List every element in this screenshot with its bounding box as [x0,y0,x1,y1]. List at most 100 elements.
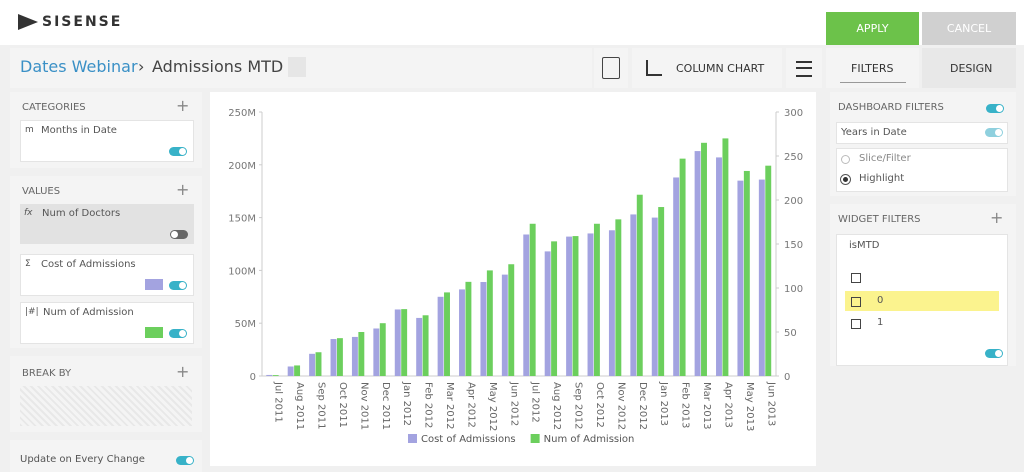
bar [630,214,637,376]
widget-filters: WIDGET FILTERS + isMTD 0 1 [830,204,1016,366]
checkbox[interactable] [851,273,861,283]
bar [673,177,680,376]
mode-label: Highlight [859,173,905,184]
bar [587,233,594,376]
section-title: WIDGET FILTERS [838,214,921,225]
breadcrumb-separator: › [138,57,145,76]
x-tick-label: Aug 2011 [294,382,305,430]
toggle[interactable] [176,456,194,465]
logo: SISENSE [42,14,123,30]
bar [701,142,707,376]
bar [737,180,744,376]
bar [572,236,579,376]
download-button[interactable] [594,48,628,88]
field-item[interactable]: Σ Cost of Admissions [20,254,194,296]
bar [465,281,472,376]
tab-label: DESIGN [950,62,993,75]
bar [459,289,465,376]
y-tick-label: 300 [784,108,803,119]
x-tick-label: Dec 2012 [637,382,648,430]
y-tick-label: 0 [784,372,790,383]
x-tick-label: Apr 2013 [722,382,733,428]
checkbox[interactable] [851,319,861,329]
x-tick-label: May 2013 [744,382,755,431]
y-tick-label: 50 [784,328,797,339]
bar [566,236,573,376]
x-tick-label: Jan 2013 [658,381,669,426]
field-label: Cost of Admissions [41,259,136,270]
widget-title: Admissions MTD [152,57,284,76]
breadcrumb-bar: Dates Webinar › Admissions MTD [10,48,592,88]
menu-button[interactable] [786,48,822,88]
cancel-button[interactable]: CANCEL [922,12,1016,45]
bar [551,241,558,376]
toggle[interactable] [169,329,187,338]
add-button[interactable]: + [176,362,190,381]
bar [373,328,380,376]
member-label: 1 [877,317,884,328]
toggle[interactable] [985,349,1003,358]
bar [266,374,273,376]
filters-tab[interactable]: FILTERS [826,48,919,88]
bar [480,282,487,376]
bar [523,234,530,376]
toggle[interactable] [169,147,187,156]
bar [315,352,322,376]
field-item[interactable]: fx Num of Doctors [20,204,194,244]
bar [437,296,444,376]
bar [694,151,701,376]
field-item[interactable]: |#| Num of Admission [20,302,194,344]
add-button[interactable]: + [176,96,190,115]
y-tick-label: 250 [784,152,803,163]
tab-label: FILTERS [851,62,894,75]
info-icon[interactable] [288,57,306,77]
break-by-section: BREAK BY + [10,356,202,432]
logo-icon [18,14,38,30]
toggle[interactable] [170,230,188,239]
section-title: DASHBOARD FILTERS [838,102,944,113]
section-title: BREAK BY [22,368,72,379]
add-button[interactable]: + [990,208,1004,227]
y-tick-label: 150 [784,240,803,251]
values-section: VALUES + fx Num of Doctors Σ Cost of Adm… [10,176,202,348]
field-icon: |#| [25,307,39,317]
toggle[interactable] [985,128,1003,137]
field-item[interactable]: m Months in Date [20,120,194,162]
bar [416,317,423,376]
bar [394,309,401,376]
toggle[interactable] [986,104,1004,113]
y-tick-label: 200M [228,161,256,172]
drop-zone[interactable] [20,386,192,426]
field-icon: fx [24,208,33,218]
categories-section: CATEGORIES + m Months in Date [10,92,202,168]
bar [401,309,408,376]
y-tick-label: 100M [228,266,256,277]
x-tick-label: Mar 2013 [701,382,712,429]
add-button[interactable]: + [176,180,190,199]
apply-button[interactable]: APPLY [826,12,919,45]
radio[interactable] [840,174,851,185]
checkbox[interactable] [851,297,861,307]
design-tab[interactable]: DESIGN [922,48,1016,88]
color-swatch[interactable] [145,279,163,290]
bar [272,375,279,376]
update-row: Update on Every Change [10,440,202,472]
radio[interactable] [841,155,850,164]
bar [309,353,316,376]
bar [294,365,301,376]
legend-swatch [530,434,540,443]
bar [336,338,343,376]
filter-card: isMTD 0 1 [836,234,1008,366]
toggle[interactable] [169,281,187,290]
chart-type-dropdown[interactable]: COLUMN CHART [632,48,782,88]
filter-field[interactable]: isMTD [849,240,880,251]
filter-item[interactable]: Years in Date [836,122,1008,144]
x-tick-label: Mar 2012 [444,382,455,430]
breadcrumb-root[interactable]: Dates Webinar [20,57,138,76]
bar [508,264,515,376]
x-tick-label: Apr 2012 [465,382,476,428]
color-swatch[interactable] [145,327,163,338]
filter-label: Years in Date [841,127,907,138]
x-tick-label: May 2012 [487,382,498,431]
